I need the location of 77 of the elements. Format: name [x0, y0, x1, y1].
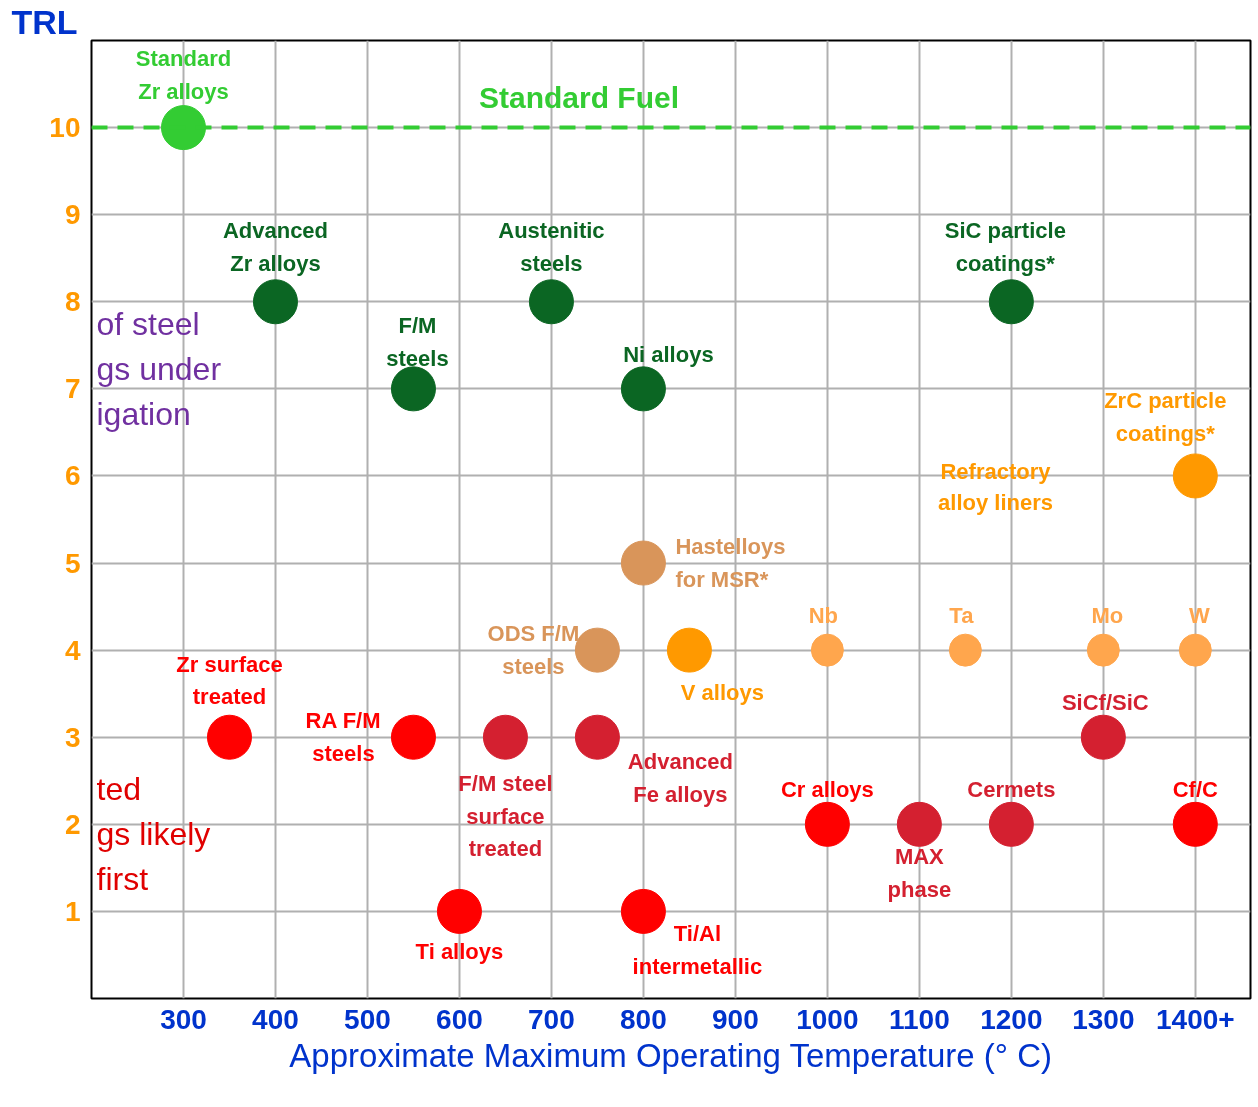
x-tick-label: 900	[712, 1003, 759, 1035]
annotation: RA F/M steels	[305, 708, 381, 766]
x-tick-label: 1100	[888, 1003, 950, 1035]
point	[1086, 633, 1120, 667]
point	[620, 366, 666, 412]
y-tick-label: 4	[64, 634, 81, 666]
x-tick-label: 1200	[980, 1003, 1043, 1035]
annotation: Cermets	[967, 777, 1056, 803]
point	[666, 627, 712, 673]
x-tick-label: 1300	[1072, 1003, 1135, 1035]
annotation: Advanced Zr alloys	[222, 218, 329, 276]
y-tick-label: 7	[64, 373, 81, 405]
point	[896, 801, 942, 847]
point	[620, 540, 666, 586]
point	[436, 888, 482, 934]
x-tick-label: 300	[160, 1003, 207, 1035]
annotation: Zr surface treated	[176, 651, 283, 710]
annotation: Refractory alloy liners	[938, 458, 1053, 515]
point	[390, 714, 436, 760]
annotation: ZrC particle coatings*	[1104, 388, 1227, 446]
point	[988, 279, 1034, 325]
annotation: W	[1188, 603, 1210, 629]
y-tick-label: 5	[64, 547, 81, 579]
point	[620, 888, 666, 934]
point	[252, 279, 298, 325]
x-tick-label: 600	[436, 1003, 483, 1035]
x-tick-label: 800	[620, 1003, 667, 1035]
annotation: of steel gs under igation	[96, 305, 222, 432]
annotation: Ti alloys	[415, 939, 504, 965]
point	[160, 105, 206, 151]
annotation: SiC particle coatings*	[944, 218, 1066, 276]
annotation: F/M steels	[386, 313, 449, 371]
annotation: Hastelloys for MSR*	[675, 534, 786, 592]
point	[1080, 714, 1126, 760]
y-tick-label: 8	[64, 286, 81, 318]
y-tick-label: 1	[64, 895, 81, 927]
y-tick-label: 10	[49, 112, 81, 144]
annotation: Ta	[949, 603, 975, 629]
point	[948, 633, 982, 667]
point	[528, 279, 574, 325]
x-tick-label: 400	[252, 1003, 299, 1035]
point	[1172, 453, 1218, 499]
annotation: Cf/C	[1172, 777, 1219, 803]
annotation: Cr alloys	[780, 777, 874, 803]
ref-line-label: Standard Fuel	[479, 80, 680, 114]
y-tick-label: 6	[64, 460, 81, 492]
y-tick-label: 9	[64, 199, 81, 231]
point	[206, 714, 252, 760]
point	[804, 801, 850, 847]
point	[390, 366, 436, 412]
x-tick-label: 500	[344, 1003, 391, 1035]
annotation: ted gs likely first	[96, 770, 211, 897]
annotation: Advanced Fe alloys	[627, 749, 733, 807]
point	[482, 714, 528, 760]
point	[810, 633, 844, 667]
x-tick-label: 700	[528, 1003, 575, 1035]
annotation: Ni alloys	[623, 341, 714, 367]
annotation: Mo	[1091, 603, 1124, 629]
annotation: Nb	[808, 603, 839, 629]
x-tick-label: 1400+	[1155, 1003, 1235, 1035]
annotation: Ti/Al intermetallic	[632, 921, 763, 979]
annotation: V alloys	[680, 680, 764, 706]
y-tick-label: 3	[64, 721, 81, 753]
annotation: SiCf/SiC	[1061, 690, 1149, 716]
x-axis-title: Approximate Maximum Operating Temperature (° C)	[289, 1036, 1053, 1074]
point	[1178, 633, 1212, 667]
annotation: MAX phase	[887, 844, 952, 902]
point	[988, 801, 1034, 847]
annotation: Austenitic steels	[498, 218, 605, 276]
x-tick-label: 1000	[796, 1003, 859, 1035]
annotation: Standard Zr alloys	[135, 46, 232, 104]
annotation: ODS F/M steels	[487, 621, 580, 679]
y-tick-label: 2	[64, 808, 81, 840]
point	[574, 714, 620, 760]
y-axis-title: TRL	[11, 2, 78, 41]
point	[1172, 801, 1218, 847]
annotation: F/M steel surface treated	[458, 771, 553, 862]
